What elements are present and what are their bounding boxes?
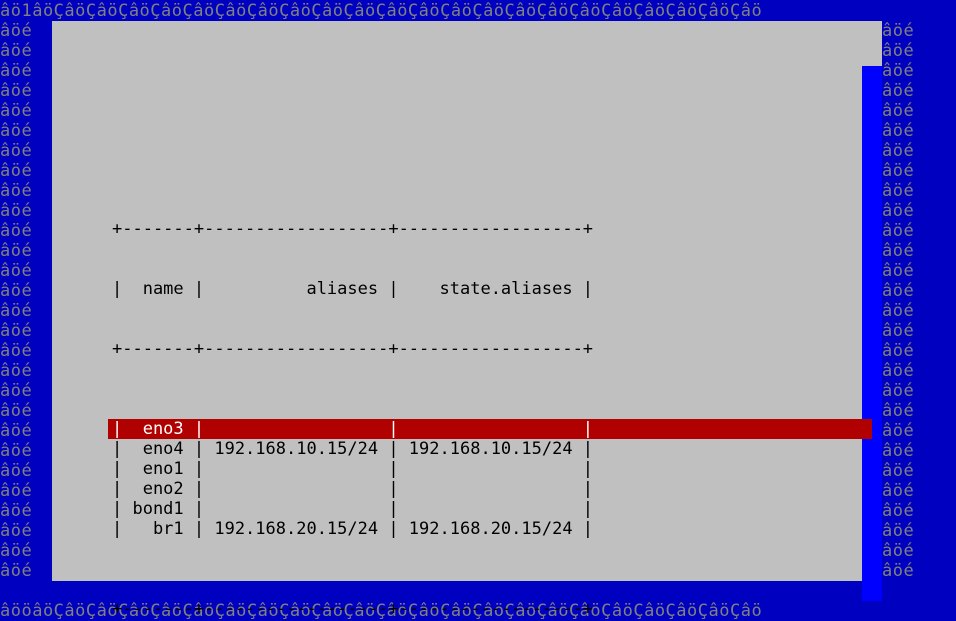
table-row[interactable]: | eno2 | | |	[112, 479, 872, 499]
table-rule-top: +-------+------------------+------------…	[112, 219, 872, 239]
terminal-screen: âö1âöÇâöÇâöÇâöÇâöÇâöÇâöÇâöÇâöÇâöÇâöÇâöÇâ…	[0, 0, 956, 621]
table-row[interactable]: | br1 | 192.168.20.15/24 | 192.168.20.15…	[112, 519, 872, 539]
frame-border-left: âöéâöéâöéâöéâöéâöéâöéâöéâöéâöéâöéâöéâöéâ…	[0, 21, 52, 581]
content-area: +-------+------------------+------------…	[112, 179, 872, 621]
frame-border-top: âö1âöÇâöÇâöÇâöÇâöÇâöÇâöÇâöÇâöÇâöÇâöÇâöÇâ…	[0, 1, 956, 21]
table-header: | name | aliases | state.aliases |	[112, 279, 872, 299]
table-row[interactable]: | eno1 | | |	[112, 459, 872, 479]
frame-border-right: âöéâöéâöéâöéâöéâöéâöéâöéâöéâöéâöéâöéâöéâ…	[882, 21, 956, 581]
table-row[interactable]: | eno4 | 192.168.10.15/24 | 192.168.10.1…	[112, 439, 872, 459]
table-row[interactable]: | bond1 | | |	[112, 499, 872, 519]
table-rule-bot: +-------+------------------+------------…	[112, 599, 872, 619]
main-panel: +-------+------------------+------------…	[52, 21, 882, 581]
table-rule-mid: +-------+------------------+------------…	[112, 339, 872, 359]
table-row[interactable]: | eno3 | | |	[112, 419, 872, 439]
